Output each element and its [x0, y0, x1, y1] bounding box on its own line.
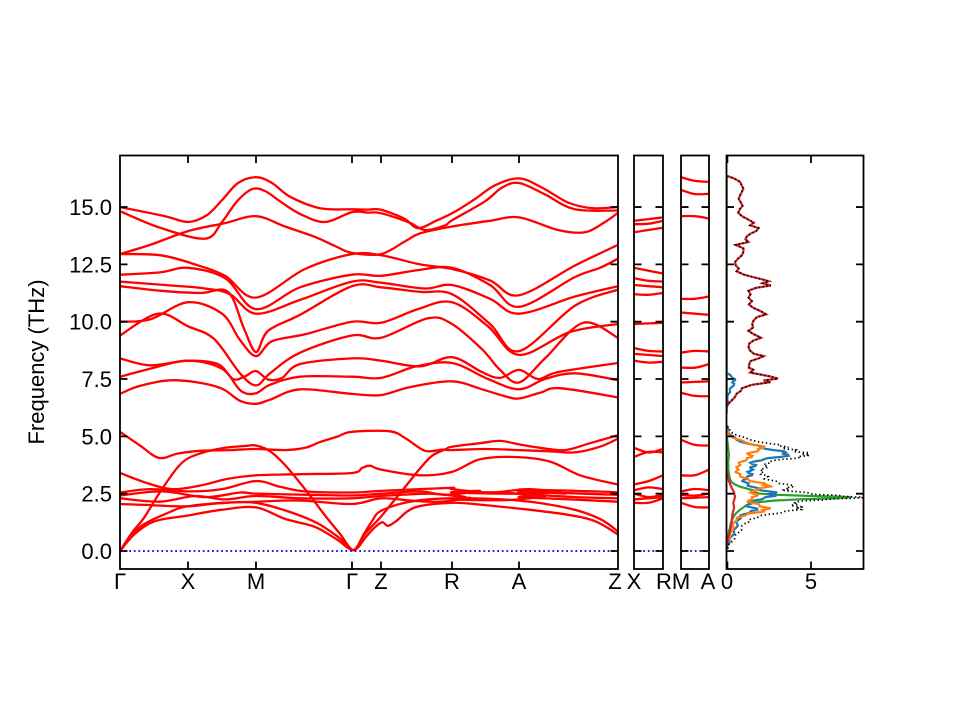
svg-text:10.0: 10.0 [69, 310, 112, 335]
svg-text:2.5: 2.5 [81, 482, 112, 507]
svg-text:0: 0 [721, 569, 733, 594]
svg-text:M: M [672, 569, 690, 594]
svg-text:R: R [656, 569, 672, 594]
svg-text:Z: Z [374, 569, 387, 594]
svg-text:A: A [701, 569, 716, 594]
svg-text:0.0: 0.0 [81, 539, 112, 564]
svg-text:12.5: 12.5 [69, 252, 112, 277]
svg-text:X: X [181, 569, 196, 594]
svg-text:Frequency (THz): Frequency (THz) [24, 279, 49, 444]
svg-text:5.0: 5.0 [81, 424, 112, 449]
svg-text:7.5: 7.5 [81, 367, 112, 392]
svg-text:A: A [512, 569, 527, 594]
svg-text:M: M [247, 569, 265, 594]
svg-text:Z: Z [608, 569, 621, 594]
svg-text:Γ: Γ [114, 569, 126, 594]
svg-text:5: 5 [805, 569, 817, 594]
svg-text:R: R [444, 569, 460, 594]
svg-text:X: X [627, 569, 642, 594]
svg-text:15.0: 15.0 [69, 195, 112, 220]
svg-text:Γ: Γ [346, 569, 358, 594]
